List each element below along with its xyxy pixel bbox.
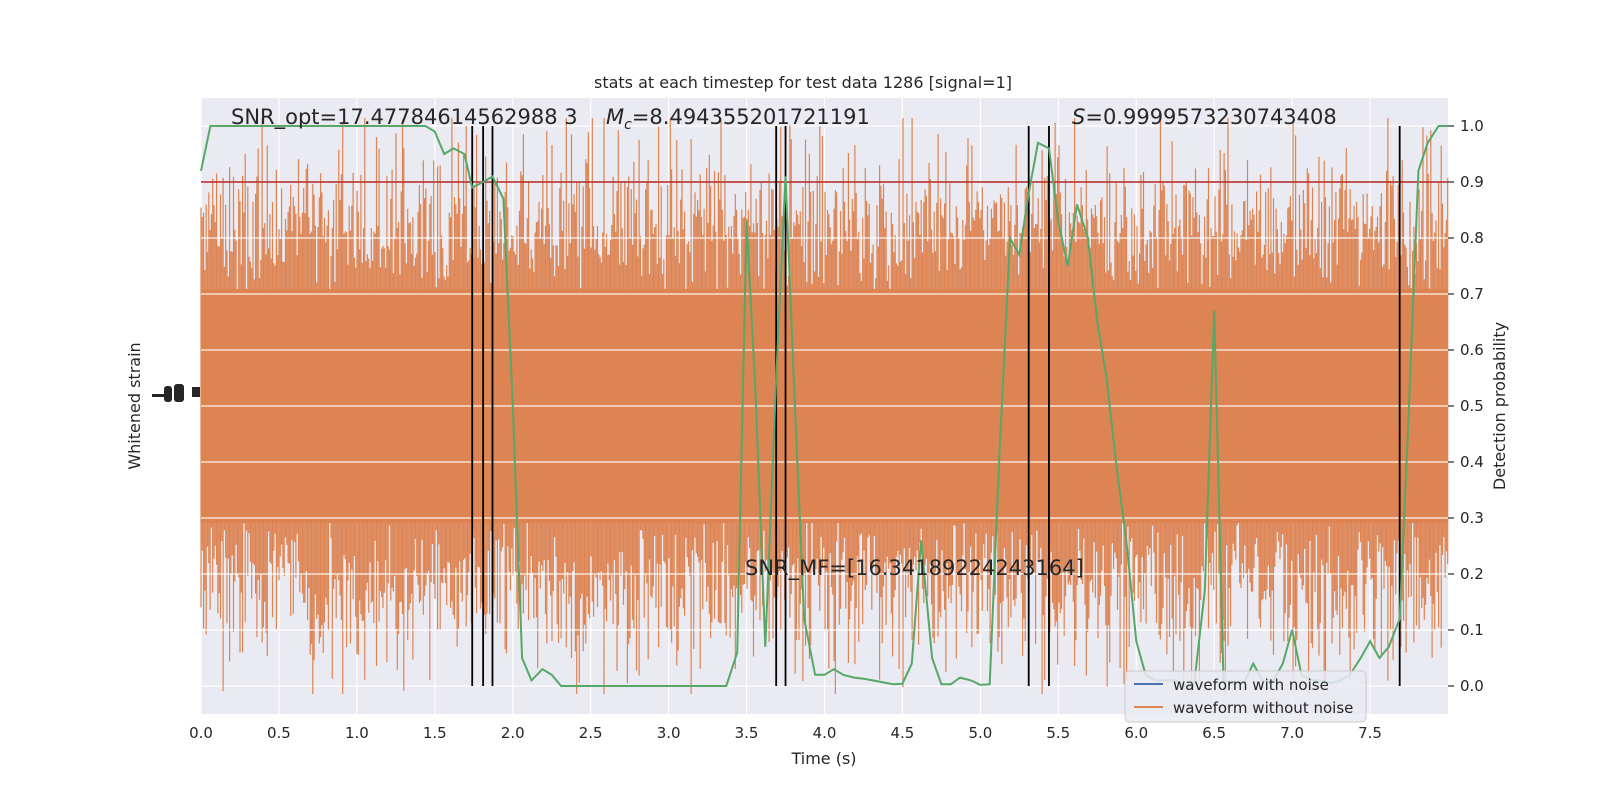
x-axis-ticks: 0.0 0.5 1.0 1.5 2.0 2.5 3.0 3.5 4.0 4.5 5.0 5.5 6.0 6… [189,724,1382,742]
x-tick-label-15: 7.5 [1358,724,1382,742]
chirp-mass-annotation: Mc=8.494355201721191 [606,105,870,133]
x-tick-label-10: 5.0 [968,724,992,742]
x-tick-label-8: 4.0 [813,724,837,742]
right-tick-label-10: 1.0 [1460,117,1484,135]
right-tick-label-4: 0.4 [1460,453,1484,471]
x-tick-label-12: 6.0 [1124,724,1148,742]
chart-title: stats at each timestep for test data 128… [594,73,1012,92]
chirp-mass-subscript: c [624,117,632,133]
right-tick-label-8: 0.8 [1460,229,1484,247]
x-tick-label-6: 3.0 [657,724,681,742]
right-axis-label: Detection probability [1490,322,1509,490]
legend-box [1124,670,1367,723]
legend-label-with-noise: waveform with noise [1173,676,1329,694]
x-axis-label: Time (s) [790,749,856,768]
right-axis-ticks: 0.0 0.1 0.2 0.3 0.4 0.5 0.6 0.7 0.8 0.9 1.0 [1448,117,1484,695]
x-tick-label-1: 0.5 [267,724,291,742]
chirp-mass-value: =8.494355201721191 [632,105,870,129]
x-tick-label-5: 2.5 [579,724,603,742]
snr-opt-annotation: SNR_opt=17.47784614562988 3 [231,105,578,130]
x-tick-label-7: 3.5 [735,724,759,742]
x-tick-label-9: 4.5 [891,724,915,742]
x-tick-label-13: 6.5 [1202,724,1226,742]
vertical-markers [471,126,1401,686]
x-tick-label-14: 7.0 [1280,724,1304,742]
chirp-mass-symbol: M [606,105,624,129]
x-tick-label-4: 2.0 [501,724,525,742]
waveform-without-noise-series [200,118,1449,694]
right-tick-label-0: 0.0 [1460,677,1484,695]
s-symbol: S [1072,105,1085,129]
left-axis-ticks-cluster [152,384,200,402]
right-tick-label-5: 0.5 [1460,397,1484,415]
right-tick-label-7: 0.7 [1460,285,1484,303]
right-tick-label-9: 0.9 [1460,173,1484,191]
left-axis-label: Whitened strain [125,342,144,469]
noise-spikes [200,118,1449,694]
legend-label-without-noise: waveform without noise [1173,699,1353,717]
snr-mf-annotation: SNR_MF=[16.34189224243164] [745,556,1084,581]
x-tick-label-11: 5.5 [1046,724,1070,742]
right-tick-label-3: 0.3 [1460,509,1484,527]
s-annotation: S=0.9999573230743408 [1072,105,1337,129]
s-value: =0.9999573230743408 [1085,105,1336,129]
x-tick-label-0: 0.0 [189,724,213,742]
right-tick-label-6: 0.6 [1460,341,1484,359]
x-tick-label-2: 1.0 [345,724,369,742]
right-tick-label-1: 0.1 [1460,621,1484,639]
legend: waveform with noise waveform without noi… [1124,670,1367,723]
x-tick-label-3: 1.5 [423,724,447,742]
right-tick-label-2: 0.2 [1460,565,1484,583]
